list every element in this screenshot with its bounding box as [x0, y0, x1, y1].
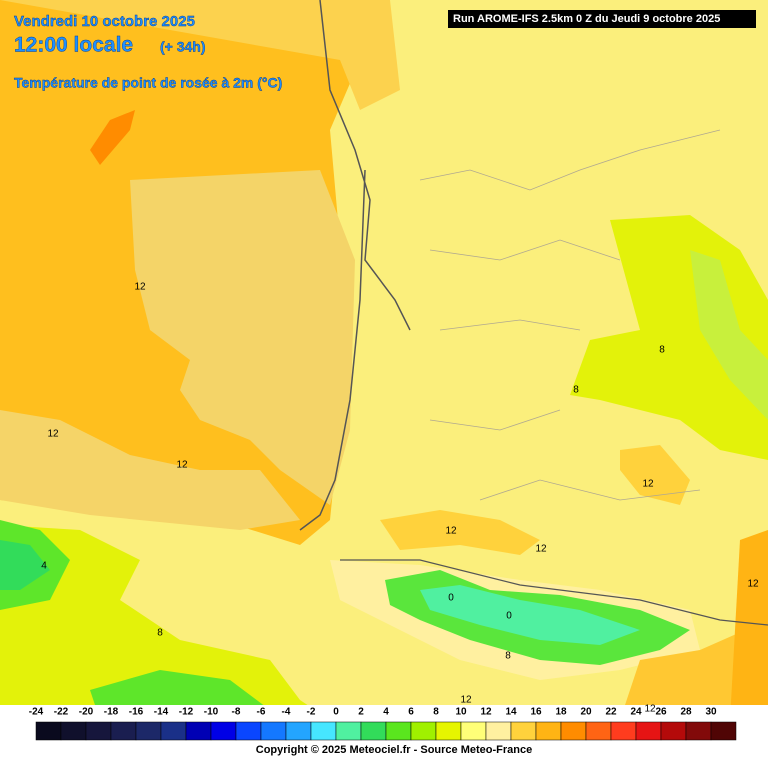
orange-zone [730, 530, 768, 720]
coastline [299, 0, 411, 531]
legend-swatch [635, 721, 662, 741]
legend-tick: 12 [480, 707, 492, 718]
contour-label: 8 [505, 651, 511, 662]
contour-label: 12 [460, 695, 472, 706]
legend-tick: 8 [433, 707, 439, 718]
variable: Température de point de rosée à 2m (°C) [14, 75, 282, 91]
contour-label: 8 [659, 345, 665, 356]
border-line [340, 559, 768, 626]
legend-swatch [160, 721, 187, 741]
legend-tick: -6 [257, 707, 266, 718]
legend-tick: 28 [680, 707, 692, 718]
legend-tick: 26 [655, 707, 667, 718]
copyright: Copyright © 2025 Meteociel.fr - Source M… [256, 744, 532, 756]
legend-swatch [610, 721, 637, 741]
legend-swatch [135, 721, 162, 741]
legend-tick: 14 [505, 707, 517, 718]
contour-label: 12 [535, 544, 547, 555]
legend-swatch [585, 721, 612, 741]
contour-label: 8 [573, 385, 579, 396]
legend-tick: 18 [555, 707, 567, 718]
legend-swatch [685, 721, 712, 741]
orange-zone [620, 445, 690, 505]
legend-tick: -20 [79, 707, 94, 718]
legend-tick: 24 [630, 707, 642, 718]
green-zone [0, 540, 50, 590]
orange-zone [620, 620, 768, 720]
legend-swatch [260, 721, 287, 741]
legend-tick: 22 [605, 707, 617, 718]
legend-swatch [485, 721, 512, 741]
legend-swatch [510, 721, 537, 741]
legend-tick: 0 [333, 707, 339, 718]
legend-swatch [310, 721, 337, 741]
legend-swatch [85, 721, 112, 741]
legend-tick: 10 [455, 707, 467, 718]
legend-tick: -12 [179, 707, 194, 718]
contour-label: 8 [157, 628, 163, 639]
legend-tick: -4 [282, 707, 291, 718]
landes-zone [130, 170, 355, 505]
legend-tick: -16 [129, 707, 144, 718]
contour-label: 0 [448, 593, 454, 604]
date: Vendredi 10 octobre 2025 [14, 13, 195, 30]
legend-tick: -10 [204, 707, 219, 718]
east-green [690, 250, 768, 420]
legend-tick: -8 [232, 707, 241, 718]
lead: (+ 34h) [160, 39, 206, 55]
legend-swatch [35, 721, 62, 741]
legend-tick: 6 [408, 707, 414, 718]
legend-swatch [535, 721, 562, 741]
legend-tick: 30 [705, 707, 717, 718]
legend-tick: -22 [54, 707, 69, 718]
legend-swatch [210, 721, 237, 741]
run-box [448, 10, 756, 28]
orange-patch [90, 110, 135, 165]
legend-swatch [360, 721, 387, 741]
legend-swatch [385, 721, 412, 741]
legend-swatch [560, 721, 587, 741]
legend-swatch [285, 721, 312, 741]
run-info: Run AROME-IFS 2.5km 0 Z du Jeudi 9 octob… [453, 13, 720, 25]
coast-zone [0, 410, 300, 530]
legend-swatch [60, 721, 87, 741]
legend-swatch [410, 721, 437, 741]
contour-label: 0 [506, 611, 512, 622]
borders [419, 129, 721, 501]
legend-swatch [335, 721, 362, 741]
pyrenees-cyan [420, 585, 640, 645]
contour-label: 12 [47, 429, 59, 440]
orange-zone [380, 510, 540, 555]
legend-swatch [235, 721, 262, 741]
legend-tick: -18 [104, 707, 119, 718]
legend-tick: -14 [154, 707, 169, 718]
contour-label: 4 [41, 561, 47, 572]
legend-swatch [710, 721, 737, 741]
legend-swatch [460, 721, 487, 741]
contour-label: 12 [644, 704, 656, 715]
north-zone [0, 0, 400, 110]
legend-tick: 2 [358, 707, 364, 718]
contour-label: 12 [747, 579, 759, 590]
contour-label: 12 [642, 479, 654, 490]
legend-tick: 20 [580, 707, 592, 718]
legend-swatch [110, 721, 137, 741]
legend-tick: 16 [530, 707, 542, 718]
contour-label: 12 [176, 460, 188, 471]
legend-swatch [185, 721, 212, 741]
legend-tick: 4 [383, 707, 389, 718]
south-west-zone [0, 525, 330, 720]
legend-tick: -24 [29, 707, 44, 718]
time: 12:00 locale [14, 34, 133, 57]
legend-swatch [660, 721, 687, 741]
contour-label: 12 [445, 526, 457, 537]
legend-tick: -2 [307, 707, 316, 718]
contour-label: 12 [134, 282, 146, 293]
legend-swatch [435, 721, 462, 741]
